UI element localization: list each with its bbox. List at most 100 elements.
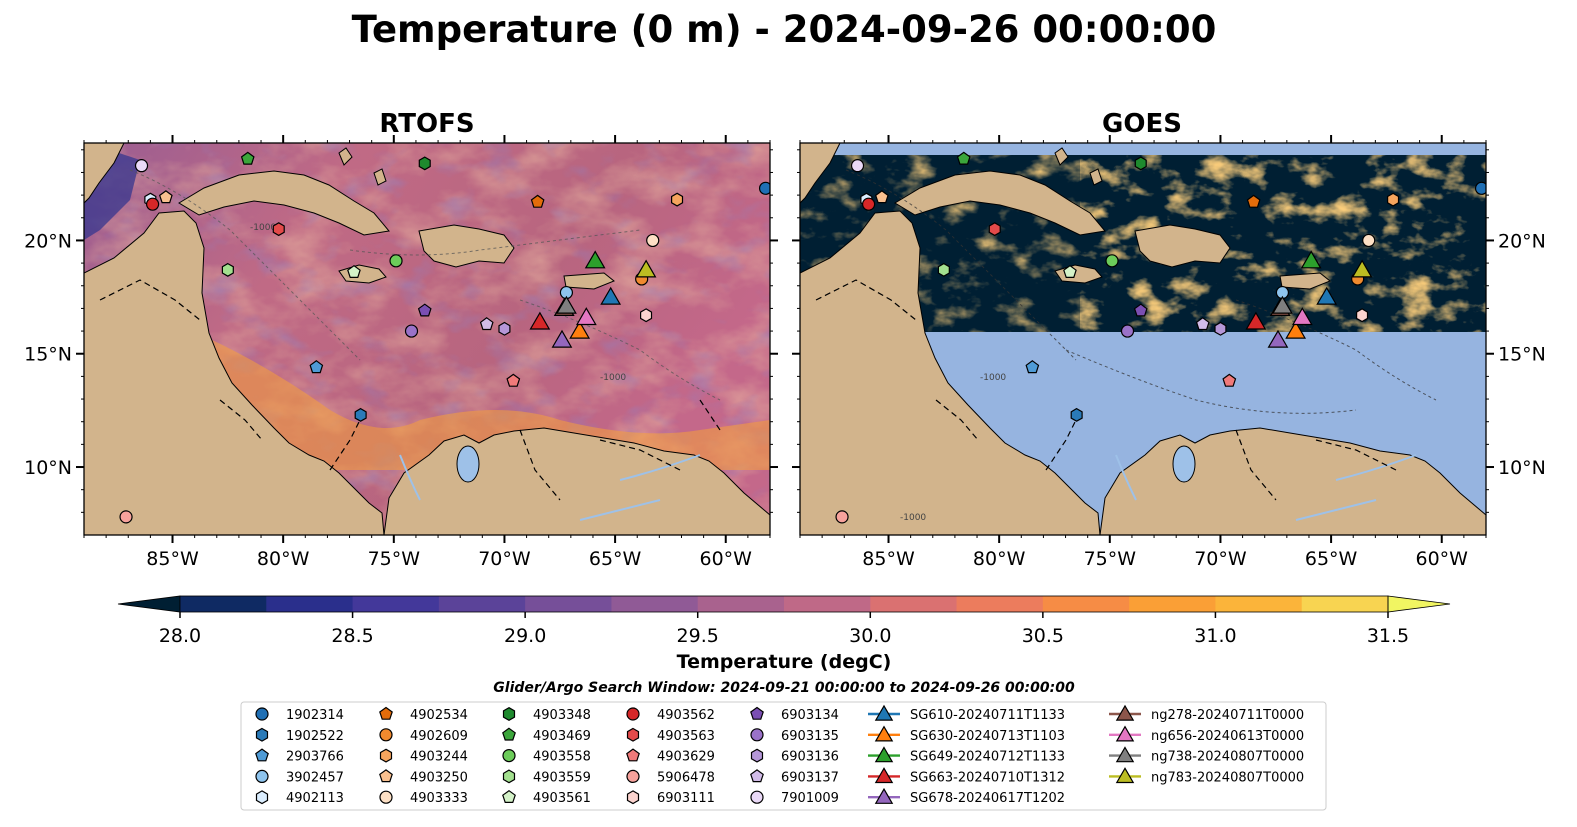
lon-tick-label: 80°W xyxy=(257,548,310,570)
lat-tick-label: 20°N xyxy=(24,230,72,252)
legend-marker-6903111 xyxy=(626,790,640,805)
legend-marker-5906478 xyxy=(626,769,640,784)
legend-glider-SG630-20240713T1103 xyxy=(874,725,894,742)
legend-glider-SG678-20240617T1202 xyxy=(874,787,894,804)
colorbar-segment xyxy=(956,596,1044,612)
legend-label-5906478: 5906478 xyxy=(657,770,715,785)
argo-float-marker-4903244 xyxy=(1386,192,1400,207)
lon-tick-label: 60°W xyxy=(700,548,753,570)
glider-marker-SG630-20240713T1103 xyxy=(1285,320,1307,339)
argo-float-marker-5906478 xyxy=(835,510,849,524)
colorbar-segment xyxy=(870,596,958,612)
argo-float-marker-6903111 xyxy=(639,308,653,323)
argo-float-marker-6903111 xyxy=(1355,308,1369,323)
legend-marker-6903134 xyxy=(750,706,764,720)
legend-glider-SG610-20240711T1133 xyxy=(874,704,894,721)
legend-frame xyxy=(240,701,1327,811)
argo-float-marker-1902522 xyxy=(354,407,367,422)
panel-goes: GOES -1000 -1000 85°W 80°W 75°W 70°W 65°W 60°… xyxy=(792,109,1546,570)
legend-label-4902609: 4902609 xyxy=(410,729,468,744)
argo-float-marker-6903135 xyxy=(404,324,419,338)
legend-label-4903244: 4903244 xyxy=(410,750,468,765)
legend-label-4903250: 4903250 xyxy=(410,770,468,785)
isobath-label-goes: -1000 xyxy=(980,373,1006,383)
argo-float-marker-4903250 xyxy=(158,190,173,204)
colorbar-segment xyxy=(784,596,871,612)
argo-float-marker-4903563 xyxy=(988,222,1001,237)
lat-tick-label: 15°N xyxy=(1498,344,1546,366)
legend-marker-2903766 xyxy=(255,748,269,762)
legend-glider-ng783-20240807T0000 xyxy=(1115,767,1135,784)
colorbar-segment xyxy=(1301,596,1389,612)
legend-marker-3902457 xyxy=(255,769,269,784)
legend-marker-6903135 xyxy=(750,728,764,742)
colorbar-segment xyxy=(697,596,785,612)
colorbar-segment xyxy=(1129,596,1217,612)
legend-glider-ng738-20240807T0000 xyxy=(1115,746,1135,763)
colorbar-segment xyxy=(1215,596,1303,612)
rtofs-markers xyxy=(119,151,770,524)
legend-label-4902113: 4902113 xyxy=(286,791,344,806)
legend-label-4903558: 4903558 xyxy=(533,750,591,765)
colorbar-segment xyxy=(352,596,440,612)
legend-glider-SG663-20240710T1312 xyxy=(874,767,894,784)
legend-marker-7901009 xyxy=(750,790,764,804)
rtofs-isobath xyxy=(129,169,721,401)
argo-float-marker-6903135 xyxy=(1120,324,1135,338)
lon-tick-label: 65°W xyxy=(589,548,642,570)
argo-float-marker-6903136 xyxy=(1214,321,1227,336)
goes-lake xyxy=(1172,445,1196,483)
glider-marker-SG663-20240710T1312 xyxy=(1245,311,1267,330)
legend-marker-4903562 xyxy=(626,707,640,721)
lon-tick-label: 80°W xyxy=(973,548,1026,570)
argo-float-marker-7901009 xyxy=(850,159,865,173)
legend-label-SG630-20240713T1103: SG630-20240713T1103 xyxy=(910,729,1065,744)
argo-float-marker-4903558 xyxy=(389,254,403,268)
glider-marker-SG663-20240710T1312 xyxy=(529,311,551,330)
glider-marker-ng738-20240807T0000 xyxy=(1272,295,1293,314)
colorbar-tick-label: 31.5 xyxy=(1367,625,1409,647)
panel-title-rtofs: RTOFS xyxy=(379,109,474,139)
legend-label-SG649-20240712T1133: SG649-20240712T1133 xyxy=(910,750,1065,765)
argo-float-marker-4903629 xyxy=(1222,373,1237,387)
glider-marker-SG649-20240712T1133 xyxy=(584,250,606,269)
legend-label-3902457: 3902457 xyxy=(286,770,344,785)
legend-marker-4903559 xyxy=(502,769,516,784)
colorbar-segment xyxy=(611,596,699,612)
argo-float-marker-4903469 xyxy=(956,151,971,165)
rtofs-lake xyxy=(456,445,480,483)
argo-float-marker-4903333 xyxy=(1362,233,1376,248)
lon-tick-label: 85°W xyxy=(146,548,199,570)
colorbar-tick-label: 28.0 xyxy=(159,625,201,647)
glider-marker-SG610-20240711T1133 xyxy=(1316,286,1338,305)
legend-label-1902522: 1902522 xyxy=(286,729,344,744)
legend-label-4903563: 4903563 xyxy=(657,729,715,744)
colorbar-extend-high xyxy=(1387,595,1451,613)
legend-label-1902314: 1902314 xyxy=(286,708,344,723)
isobath-label-rtofs-2: -1000 xyxy=(600,373,626,383)
legend-label-SG610-20240711T1133: SG610-20240711T1133 xyxy=(910,708,1065,723)
argo-float-marker-4903348 xyxy=(1134,156,1147,171)
legend-label-ng278-20240711T0000: ng278-20240711T0000 xyxy=(1151,708,1304,723)
colorbar-tick-label: 28.5 xyxy=(331,625,373,647)
lat-tick-label: 10°N xyxy=(24,457,72,479)
glider-marker-SG610-20240711T1133 xyxy=(600,286,622,305)
argo-float-marker-4903558 xyxy=(1105,254,1119,268)
legend-label-6903134: 6903134 xyxy=(781,708,839,723)
argo-float-marker-6903136 xyxy=(498,321,511,336)
argo-float-marker-6903134 xyxy=(417,303,432,317)
lat-tick-label: 20°N xyxy=(1498,230,1546,252)
argo-float-marker-1902522 xyxy=(1070,407,1083,422)
goes-axis-ticks: 85°W 80°W 75°W 70°W 65°W 60°W 10°N 15°N 20°N xyxy=(792,135,1546,570)
legend-label-4903559: 4903559 xyxy=(533,770,591,785)
argo-float-marker-4903562 xyxy=(861,197,876,211)
legend-label-6903137: 6903137 xyxy=(781,770,839,785)
legend-label-6903136: 6903136 xyxy=(781,750,839,765)
rtofs-axis-ticks: 85°W 80°W 75°W 70°W 65°W 60°W 10°N 15°N 20°N xyxy=(24,135,778,570)
argo-float-marker-1902314 xyxy=(758,181,770,195)
lon-tick-label: 60°W xyxy=(1416,548,1469,570)
colorbar-extend-low xyxy=(117,595,181,613)
colorbar-tick-label: 31.0 xyxy=(1194,625,1236,647)
goes-isobath xyxy=(845,169,1437,414)
legend-marker-4902113 xyxy=(255,790,269,805)
